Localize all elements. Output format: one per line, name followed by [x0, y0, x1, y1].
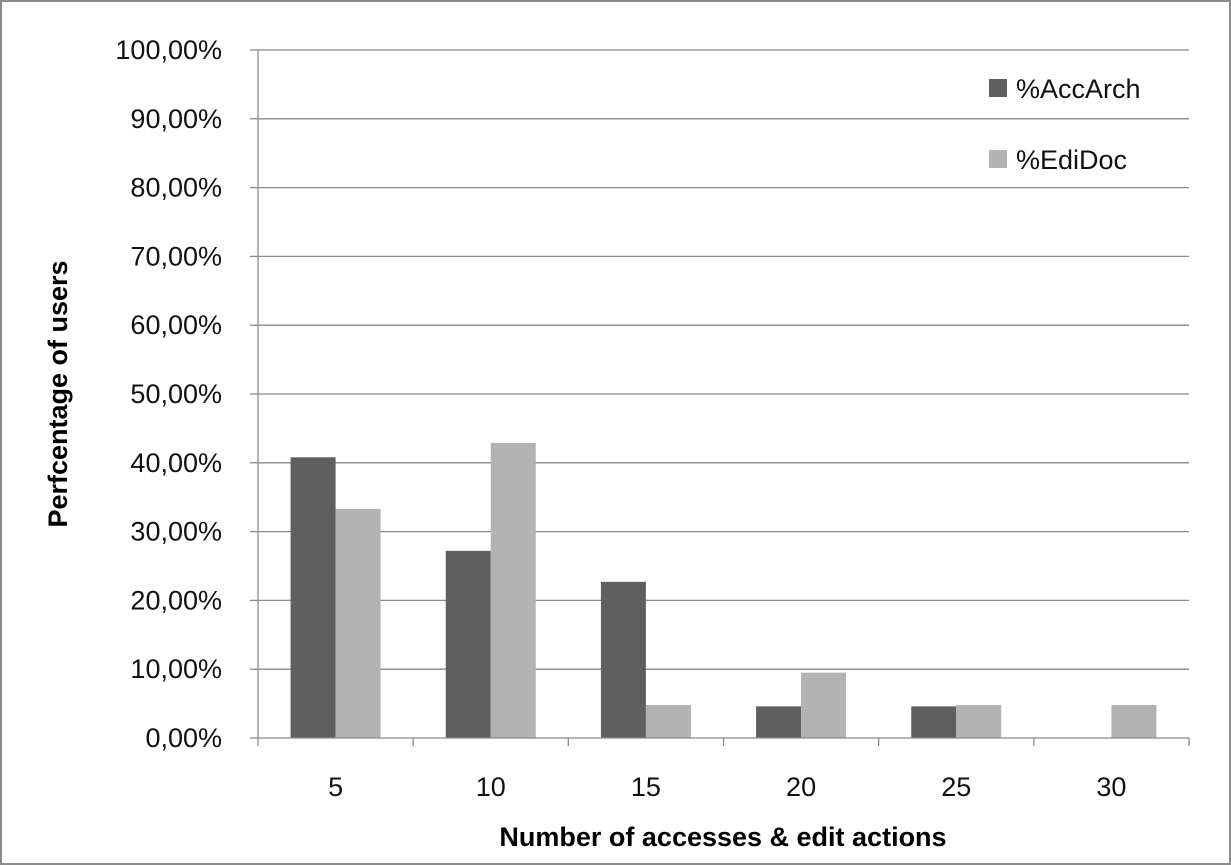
y-tick-label: 70,00% [130, 241, 222, 271]
y-tick-label: 80,00% [130, 173, 222, 203]
y-tick-label: 0,00% [145, 723, 222, 753]
bar-edidoc-20 [801, 672, 847, 738]
bar-edidoc-25 [956, 704, 1002, 738]
x-tick-label: 25 [941, 772, 971, 802]
y-tick-label: 30,00% [130, 517, 222, 547]
y-tick-label: 20,00% [130, 585, 222, 615]
y-axis-title: Perfcentage of users [43, 260, 73, 527]
x-tick-label: 5 [328, 772, 343, 802]
bar-accarch-20 [756, 706, 802, 738]
legend-swatch-accarch [989, 79, 1007, 97]
y-tick-label: 90,00% [130, 104, 222, 134]
x-tick-label: 10 [476, 772, 506, 802]
legend-swatch-edidoc [989, 150, 1007, 168]
y-tick-label: 40,00% [130, 448, 222, 478]
legend-label-accarch: %AccArch [1016, 74, 1141, 104]
bar-accarch-15 [600, 581, 646, 738]
y-tick-label: 50,00% [130, 379, 222, 409]
x-tick-label: 30 [1096, 772, 1126, 802]
bar-edidoc-5 [335, 508, 381, 738]
legend-label-edidoc: %EdiDoc [1016, 145, 1127, 175]
gridlines [258, 49, 1189, 670]
x-tick-label: 15 [631, 772, 661, 802]
bar-accarch-25 [911, 706, 957, 738]
x-tick-label: 20 [786, 772, 816, 802]
bar-edidoc-30 [1111, 704, 1157, 738]
y-tick-labels: 0,00% 10,00% 20,00% 30,00% 40,00% 50,00% 60,00… [115, 35, 222, 753]
y-tick-label: 60,00% [130, 310, 222, 340]
x-tick-labels: 5 10 15 20 25 30 [328, 772, 1126, 802]
bar-edidoc-15 [645, 704, 691, 738]
y-tick-label: 100,00% [115, 35, 222, 65]
bar-accarch-5 [290, 457, 336, 738]
bar-edidoc-10 [490, 442, 536, 738]
axes [250, 49, 1190, 746]
y-tick-label: 10,00% [130, 654, 222, 684]
bar-accarch-10 [445, 550, 491, 738]
bars [290, 442, 1157, 738]
legend: %AccArch %EdiDoc [989, 74, 1141, 175]
x-axis-title: Number of accesses & edit actions [499, 822, 946, 852]
